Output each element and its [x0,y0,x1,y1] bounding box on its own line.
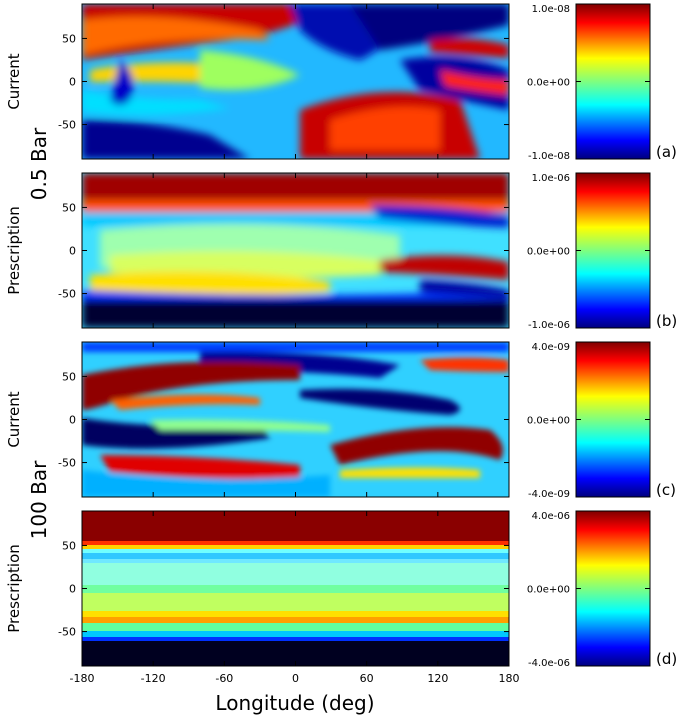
x-tick-label: 0 [292,672,299,685]
x-tick-label: 60 [360,672,374,685]
colorbar-c [575,341,651,498]
y-tick-label-d: -50 [58,626,76,639]
row-label-c: Current [5,391,23,447]
colorbar-tick-label-a: 0.0e+00 [527,78,570,89]
heatmap-texture-b [82,173,509,328]
colorbar-d [575,510,651,667]
y-tick-label-b: -50 [58,288,76,301]
y-tick-label-c: -50 [58,457,76,470]
colorbar-tick-label-a: -1.0e-08 [528,151,570,162]
colorbar-tick-label-a: 1.0e-08 [532,4,570,15]
colorbar-tick-label-d: -4.0e-06 [528,658,570,669]
group-label-0-5-bar: 0.5 Bar [27,127,51,200]
colorbar-tick-label-b: -1.0e-06 [528,320,570,331]
row-label-a: Current [5,53,23,109]
y-tick-label-c: 50 [62,370,76,383]
group-label-100-bar: 100 Bar [27,460,51,540]
heatmap-texture-d [82,511,509,666]
colorbar-tick-label-d: 4.0e-06 [532,511,570,522]
y-tick-label-b: 50 [62,201,76,214]
colorbar-a [575,3,651,160]
colorbar-b [575,172,651,329]
colorbar-tick-label-d: 0.0e+00 [527,585,570,596]
panel-label-a: (a) [656,143,677,161]
y-tick-label-b: 0 [69,245,76,258]
panel-label-b: (b) [656,312,677,330]
x-tick-label: -60 [215,672,233,685]
colorbar-tick-label-b: 1.0e-06 [532,173,570,184]
row-label-d: Prescription [5,544,23,633]
y-tick-label-a: 0 [69,76,76,89]
y-tick-label-a: 50 [62,32,76,45]
y-tick-label-c: 0 [69,414,76,427]
x-tick-label: 180 [499,672,520,685]
x-tick-label: -180 [70,672,95,685]
y-tick-label-d: 50 [62,539,76,552]
panels-layer: -50 0 50 Current 1.0e-08 0.0e+00 -1.0e-08 (a) -5… [5,3,677,685]
x-tick-label: 120 [427,672,448,685]
y-tick-label-a: -50 [58,119,76,132]
colorbar-tick-label-b: 0.0e+00 [527,247,570,258]
x-axis-label: Longitude (deg) [215,691,374,715]
x-tick-label: -120 [141,672,166,685]
panel-label-c: (c) [656,481,676,499]
heatmap-texture-c [82,342,509,497]
heatmap-texture-a [82,4,509,159]
colorbar-tick-label-c: -4.0e-09 [528,489,570,500]
colorbar-tick-label-c: 4.0e-09 [532,342,570,353]
y-tick-label-d: 0 [69,583,76,596]
colorbar-tick-label-c: 0.0e+00 [527,416,570,427]
panel-label-d: (d) [656,650,677,668]
row-label-b: Prescription [5,206,23,295]
